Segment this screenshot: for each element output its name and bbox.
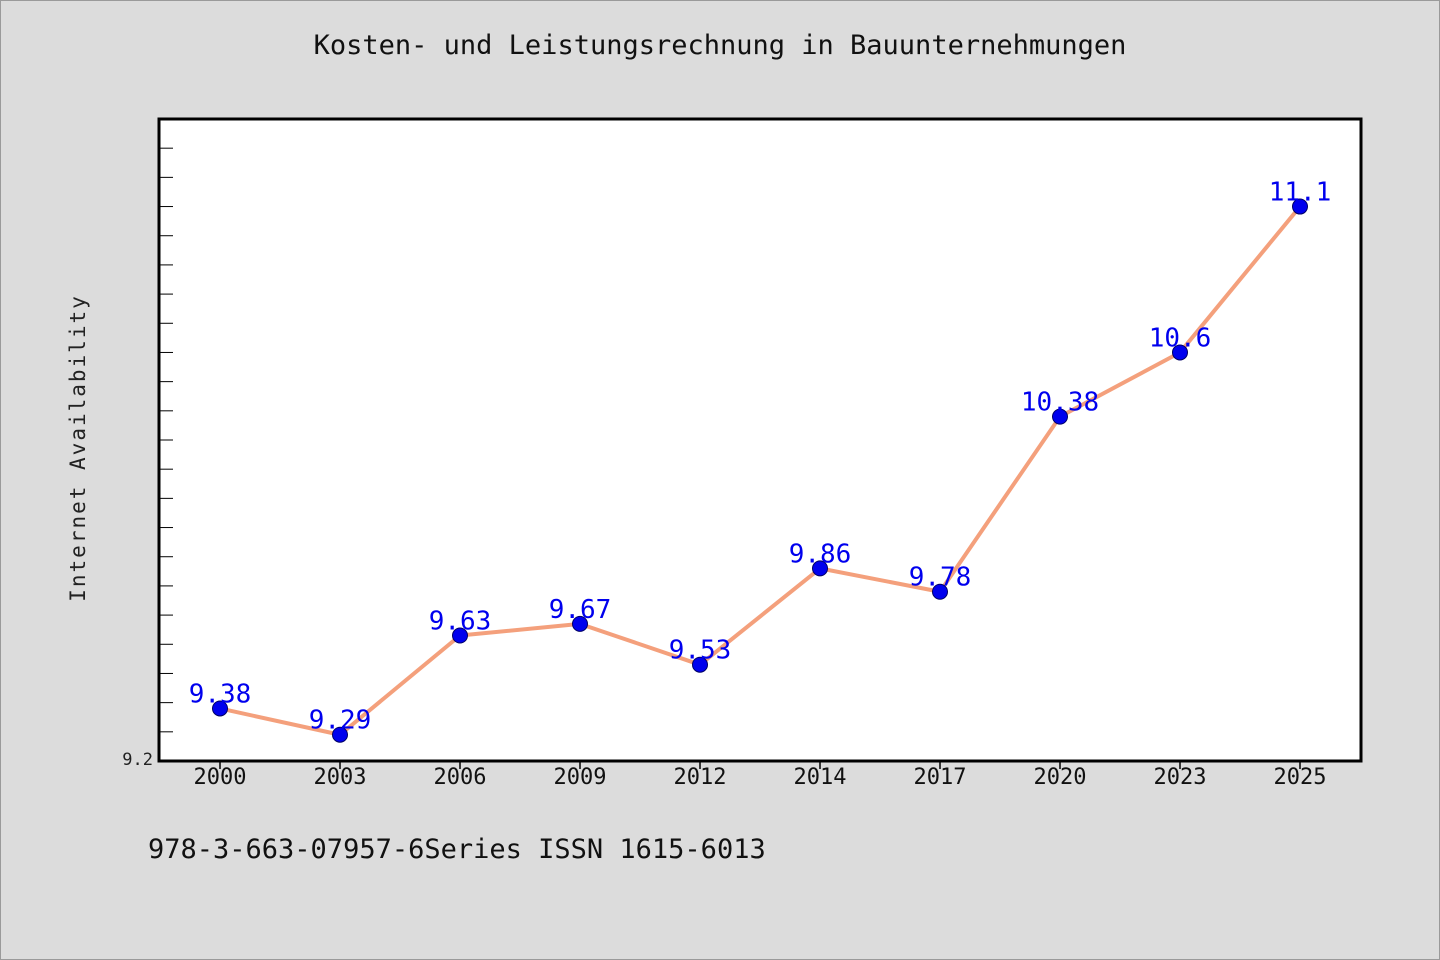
y-tick-label: 9.2 [122, 750, 153, 770]
x-tick-label: 2000 [194, 765, 247, 790]
data-label: 10.6 [1149, 323, 1212, 353]
x-tick-label: 2023 [1154, 765, 1207, 790]
series-line [218, 204, 1302, 737]
data-label: 9.53 [669, 636, 732, 666]
data-point [812, 560, 828, 577]
data-label: 9.63 [429, 607, 492, 637]
data-label: 10.38 [1021, 388, 1099, 418]
x-tick-label: 2006 [434, 765, 487, 790]
x-tick-label: 2017 [914, 765, 967, 790]
data-label: 9.67 [549, 595, 612, 625]
x-tick-label: 2003 [314, 765, 367, 790]
data-point [572, 615, 588, 632]
x-tick-label: 2020 [1034, 765, 1087, 790]
data-label: 11.1 [1269, 178, 1332, 208]
data-point [212, 700, 228, 717]
x-tick-label: 2009 [554, 765, 607, 790]
footer-note: 978-3-663-07957-6Series ISSN 1615-6013 [148, 834, 766, 865]
data-point [932, 583, 948, 600]
data-label: 9.78 [909, 563, 972, 593]
chart-title: Kosten- und Leistungsrechnung in Bauunte… [313, 30, 1127, 61]
data-label: 9.86 [789, 539, 852, 569]
x-tick-label: 2012 [674, 765, 727, 790]
data-point [692, 656, 708, 673]
data-point [1172, 344, 1188, 361]
data-point [452, 627, 468, 644]
data-point [1052, 408, 1068, 425]
plot-area [157, 117, 1363, 763]
x-tick-label: 2014 [794, 765, 847, 790]
data-point [1292, 198, 1308, 215]
data-label: 9.38 [189, 679, 252, 709]
x-tick-label: 2025 [1274, 765, 1327, 790]
data-label: 9.29 [309, 706, 372, 736]
data-point [332, 726, 348, 743]
